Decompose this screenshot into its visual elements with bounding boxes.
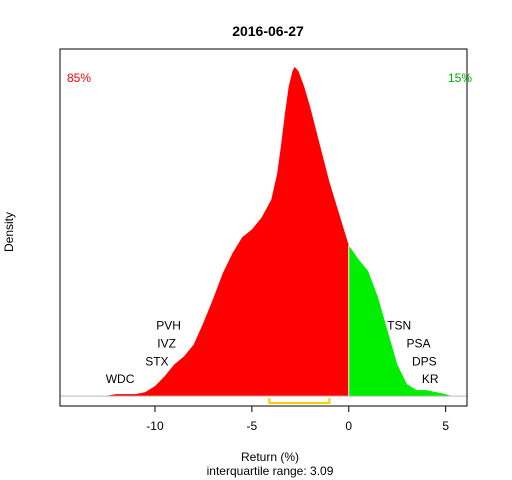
x-tick-label: -10 [146,419,164,433]
ticker-label: STX [145,354,168,368]
plot-frame [59,48,468,407]
negative-density-area [104,66,349,397]
positive-share-label: 15% [448,71,472,85]
ticker-label: DPS [412,354,437,368]
ticker-label: PVH [156,319,181,333]
plot-area: -10 -5 0 5 WDC STX IVZ PVH TSN PSA DPS KR [59,48,468,433]
negative-share-label: 85% [67,71,91,85]
x-tick-label: -5 [247,419,258,433]
ticker-label: KR [422,372,439,386]
ticker-label: PSA [407,337,431,351]
ticker-label: TSN [387,319,411,333]
iqr-subtitle: interquartile range: 3.09 [207,464,334,478]
chart-title: 2016-06-27 [232,23,304,39]
y-axis-label: Density [2,212,16,252]
x-tick-label: 5 [442,419,449,433]
x-axis-label: Return (%) [241,450,299,464]
x-tick-label: 0 [345,419,352,433]
ticker-label: WDC [106,372,135,386]
ticker-label: IVZ [157,337,176,351]
positive-density-area [348,245,452,397]
iqr-bracket [268,398,331,404]
